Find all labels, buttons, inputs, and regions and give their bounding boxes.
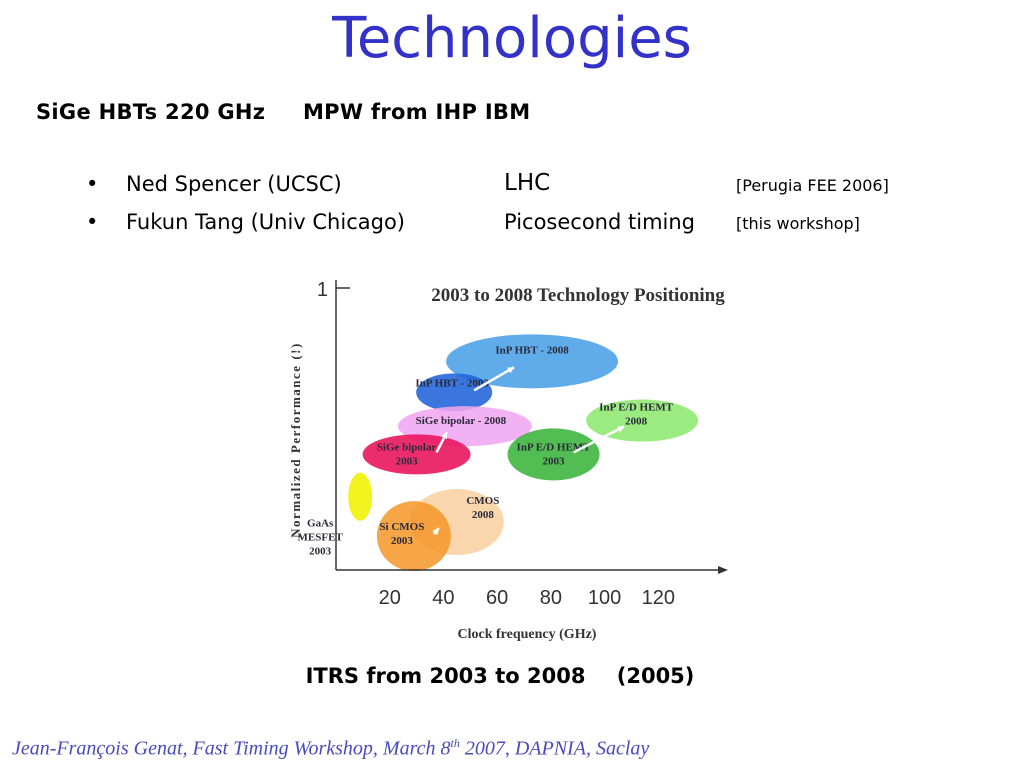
migration-arrow xyxy=(473,366,515,392)
bullet-topic: LHC xyxy=(504,170,551,196)
subtitle-source: MPW from IHP IBM xyxy=(302,100,531,124)
x-axis-arrow xyxy=(718,566,728,574)
figure-caption: ITRS from 2003 to 2008 (2005) xyxy=(0,664,1000,688)
region-label: SiGe bipolar 2003 xyxy=(377,441,437,467)
x-tick-label: 20 xyxy=(379,587,401,609)
region-label: InP E/D HEMT 2003 xyxy=(517,441,592,467)
chart-axes xyxy=(335,280,728,574)
region-bubble xyxy=(362,434,471,475)
region-label: CMOS 2008 xyxy=(466,495,499,521)
region-label: GaAs MESFET 2003 xyxy=(298,518,344,558)
footer-author-event: Jean-François Genat, Fast Timing Worksho… xyxy=(12,737,451,760)
x-tick-label: 60 xyxy=(486,587,508,609)
migration-arrow-head xyxy=(441,432,448,440)
region-bubble xyxy=(446,334,619,389)
bullet-topic: Picosecond timing xyxy=(504,210,695,234)
region-bubble xyxy=(376,501,451,572)
bullet-reference: [this workshop] xyxy=(736,214,860,233)
region-label: SiGe bipolar - 2008 xyxy=(416,415,507,427)
region-label: Si CMOS 2003 xyxy=(379,521,424,547)
bullet-name: Ned Spencer (UCSC) xyxy=(126,172,342,196)
x-tick-label: 100 xyxy=(588,587,621,609)
slide-footer: Jean-François Genat, Fast Timing Worksho… xyxy=(12,736,649,761)
caption-source: ITRS from 2003 to 2008 xyxy=(305,664,586,688)
migration-arrow-head xyxy=(617,426,625,433)
bullet-marker: • xyxy=(86,172,99,196)
region-label: InP E/D HEMT 2008 xyxy=(599,402,674,428)
caption-year: (2005) xyxy=(616,664,695,688)
bullet-reference: [Perugia FEE 2006] xyxy=(736,176,889,195)
technology-positioning-chart: 2003 to 2008 Technology Positioning Norm… xyxy=(288,279,728,642)
chart-figure: 2003 to 2008 Technology Positioning Norm… xyxy=(276,270,740,650)
footer-ordinal: th xyxy=(450,736,460,750)
region-bubble xyxy=(507,428,600,481)
region-label: InP HBT - 2003 xyxy=(415,377,489,389)
bullet-marker: • xyxy=(86,210,99,234)
chart-regions: InP HBT - 2008 InP HBT - 2003 SiGe bipolar… xyxy=(298,334,699,572)
bullet-name: Fukun Tang (Univ Chicago) xyxy=(126,210,405,234)
subtitle-technology: SiGe HBTs 220 GHz xyxy=(36,100,266,124)
migration-arrow-head xyxy=(507,367,515,374)
chart-title: 2003 to 2008 Technology Positioning xyxy=(431,285,725,306)
x-tick-label: 120 xyxy=(642,587,675,609)
y-axis-label: Normalized Performance (!) xyxy=(288,342,303,538)
x-tick-label: 80 xyxy=(540,587,562,609)
slide-subtitle: SiGe HBTs 220 GHz MPW from IHP IBM xyxy=(36,100,560,124)
y-tick-label: 1 xyxy=(317,279,328,301)
migration-arrow xyxy=(572,425,625,454)
region-bubble xyxy=(416,373,493,412)
migration-arrow-head xyxy=(432,528,439,535)
x-axis-label: Clock frequency (GHz) xyxy=(458,627,597,642)
x-tick-label: 40 xyxy=(432,587,454,609)
slide-title: Technologies xyxy=(332,6,692,71)
footer-date-venue: 2007, DAPNIA, Saclay xyxy=(459,737,650,760)
chart-ticks: 20 40 60 80 100 120 1 xyxy=(317,279,675,609)
region-bubble xyxy=(348,472,373,521)
region-label: InP HBT - 2008 xyxy=(495,344,569,356)
